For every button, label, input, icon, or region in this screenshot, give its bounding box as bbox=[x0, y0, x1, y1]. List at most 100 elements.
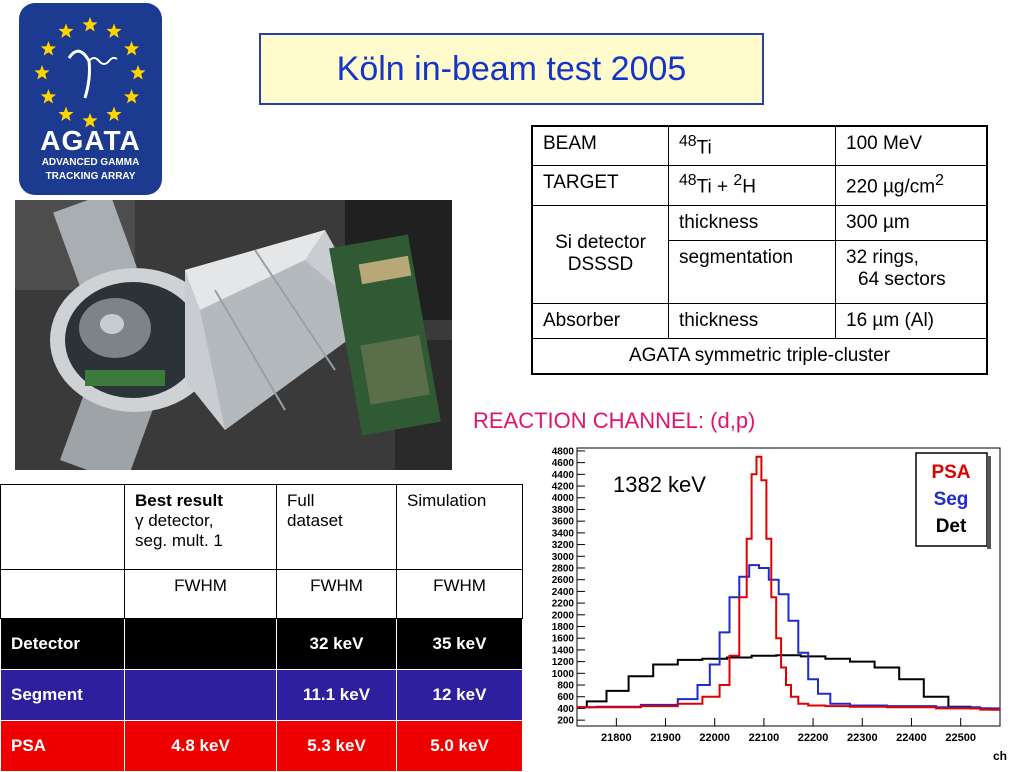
star-icon bbox=[82, 113, 98, 128]
header-empty-cell bbox=[0, 484, 125, 570]
si-segmentation-label: segmentation bbox=[668, 239, 836, 304]
wave-icon bbox=[88, 56, 118, 65]
y-tick-label: 1800 bbox=[552, 622, 575, 633]
fwhm-row: FWHM FWHM FWHM bbox=[0, 569, 523, 619]
y-tick-label: 4800 bbox=[552, 446, 575, 457]
row-label: Detector bbox=[0, 618, 125, 670]
full-value: 32 keV bbox=[276, 618, 397, 670]
star-icon bbox=[106, 23, 122, 38]
x-tick-label: 22500 bbox=[945, 732, 976, 744]
table-row: TARGET 48Ti + 2H 220 µg/cm2 bbox=[531, 165, 988, 206]
x-tick-label: 22400 bbox=[896, 732, 927, 744]
logo-subtitle-line1: ADVANCED GAMMA bbox=[41, 157, 140, 168]
x-tick-label: 22100 bbox=[749, 732, 780, 744]
sim-value: 12 keV bbox=[396, 669, 523, 721]
absorber-thickness: 16 µm (Al) bbox=[835, 302, 988, 339]
energy-spectrum-chart: 2004006008001000120014001600180020002200… bbox=[552, 446, 1007, 763]
y-tick-label: 1200 bbox=[552, 657, 575, 668]
beam-energy: 100 MeV bbox=[835, 125, 988, 167]
detector-row: Detector 32 keV 35 keV bbox=[0, 618, 523, 670]
fwhm-label: FWHM bbox=[276, 569, 397, 619]
chart-legend: PSA Seg Det bbox=[915, 452, 991, 549]
table-row: segmentation 32 rings, 64 sectors bbox=[532, 239, 988, 304]
star-icon bbox=[40, 89, 56, 104]
header-simulation: Simulation bbox=[396, 484, 523, 570]
header-best-result: Best result γ detector, seg. mult. 1 bbox=[124, 484, 277, 570]
reaction-channel-label: REACTION CHANNEL: (d,p) bbox=[473, 408, 756, 433]
y-tick-label: 400 bbox=[557, 704, 574, 715]
star-icon bbox=[130, 65, 146, 80]
table-row: BEAM 48Ti 100 MeV bbox=[531, 125, 988, 167]
agata-logo: AGATA ADVANCED GAMMA TRACKING ARRAY bbox=[19, 3, 162, 195]
y-tick-label: 1000 bbox=[552, 669, 575, 680]
star-icon bbox=[82, 17, 98, 32]
full-value: 5.3 keV bbox=[276, 720, 397, 772]
star-icon bbox=[124, 89, 140, 104]
best-value bbox=[124, 618, 277, 670]
y-tick-label: 3600 bbox=[552, 517, 575, 528]
star-icon bbox=[58, 106, 74, 121]
x-tick-label: 22000 bbox=[699, 732, 730, 744]
target-label: TARGET bbox=[531, 165, 669, 206]
detector-photo-image bbox=[15, 200, 452, 470]
si-detector-label: Si detector DSSSD bbox=[531, 204, 669, 304]
table-header-row: Best result γ detector, seg. mult. 1 Ful… bbox=[0, 484, 523, 570]
series-line-psa bbox=[577, 455, 1000, 711]
y-tick-label: 200 bbox=[557, 716, 574, 727]
x-tick-label: 21900 bbox=[650, 732, 681, 744]
star-icon bbox=[124, 41, 140, 56]
star-icon bbox=[40, 41, 56, 56]
experimental-setup-table: BEAM 48Ti 100 MeV TARGET 48Ti + 2H 220 µ… bbox=[531, 125, 988, 375]
x-tick-label: 22300 bbox=[847, 732, 878, 744]
sim-value: 5.0 keV bbox=[396, 720, 523, 772]
target-density: 220 µg/cm2 bbox=[835, 165, 988, 206]
absorber-thickness-label: thickness bbox=[668, 302, 836, 339]
y-tick-label: 4200 bbox=[552, 482, 575, 493]
y-tick-label: 4600 bbox=[552, 458, 575, 469]
y-tick-label: 800 bbox=[557, 681, 574, 692]
y-tick-label: 1600 bbox=[552, 634, 575, 645]
peak-annotation: 1382 keV bbox=[613, 472, 706, 497]
star-icon bbox=[58, 23, 74, 38]
y-tick-label: 4000 bbox=[552, 493, 575, 504]
full-value: 11.1 keV bbox=[276, 669, 397, 721]
y-tick-label: 3800 bbox=[552, 505, 575, 516]
table-row: Absorber thickness 16 µm (Al) bbox=[531, 302, 988, 339]
legend-entry: Seg bbox=[934, 489, 969, 510]
x-axis-label: ch bbox=[993, 749, 1007, 763]
psa-row: PSA 4.8 keV 5.3 keV 5.0 keV bbox=[0, 720, 523, 772]
star-icon bbox=[34, 65, 50, 80]
legend-box bbox=[915, 452, 988, 547]
star-icon bbox=[106, 106, 122, 121]
target-material: 48Ti + 2H bbox=[668, 165, 836, 206]
title-box: Köln in-beam test 2005 bbox=[259, 33, 764, 105]
table-row: Si detector DSSSD thickness 300 µm bbox=[531, 204, 988, 304]
fwhm-label: FWHM bbox=[124, 569, 277, 619]
gamma-icon bbox=[67, 49, 91, 99]
sim-value: 35 keV bbox=[396, 618, 523, 670]
y-tick-label: 1400 bbox=[552, 645, 575, 656]
series-line-det bbox=[577, 654, 1000, 711]
legend-entry: PSA bbox=[931, 462, 970, 483]
y-tick-label: 2800 bbox=[552, 563, 575, 574]
y-tick-label: 4400 bbox=[552, 470, 575, 481]
detector-setup-photo bbox=[15, 200, 452, 470]
y-tick-label: 2400 bbox=[552, 587, 575, 598]
x-tick-label: 22200 bbox=[798, 732, 829, 744]
resolution-results-table: Best result γ detector, seg. mult. 1 Ful… bbox=[0, 484, 523, 772]
beam-nucleus: 48Ti bbox=[668, 125, 836, 167]
table-row: AGATA symmetric triple-cluster bbox=[531, 337, 988, 375]
fwhm-empty-cell bbox=[0, 569, 125, 619]
y-tick-label: 2600 bbox=[552, 575, 575, 586]
page-title: Köln in-beam test 2005 bbox=[336, 49, 687, 88]
best-value bbox=[124, 669, 277, 721]
y-tick-label: 3000 bbox=[552, 552, 575, 563]
segment-row: Segment 11.1 keV 12 keV bbox=[0, 669, 523, 721]
logo-subtitle-line2: TRACKING ARRAY bbox=[45, 171, 136, 182]
fwhm-label: FWHM bbox=[396, 569, 523, 619]
row-label: Segment bbox=[0, 669, 125, 721]
series-line-seg bbox=[577, 564, 1000, 710]
y-tick-label: 2000 bbox=[552, 610, 575, 621]
x-tick-label: 21800 bbox=[601, 732, 632, 744]
legend-entry: Det bbox=[936, 516, 967, 537]
